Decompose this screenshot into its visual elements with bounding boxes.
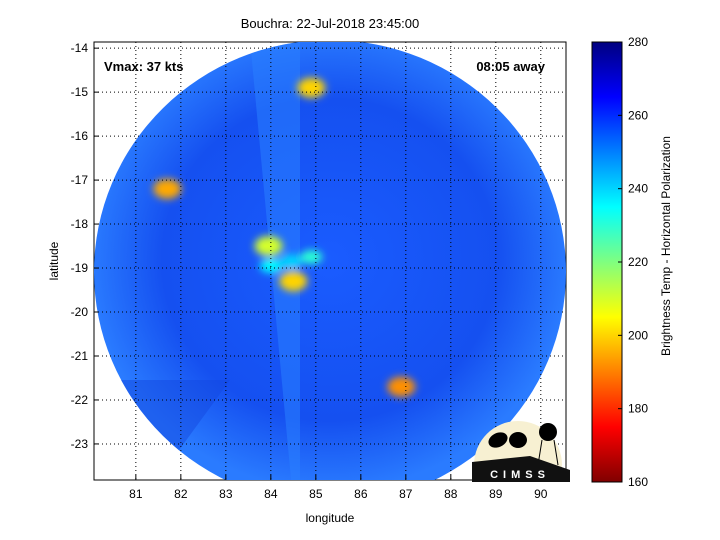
colorbar-tick-label: 160	[628, 475, 648, 489]
y-tick-label: -15	[71, 85, 89, 99]
x-tick-label: 84	[264, 487, 278, 501]
cold-spot	[153, 178, 182, 199]
colorbar-tick-label: 180	[628, 402, 648, 416]
y-tick-label: -19	[71, 261, 89, 275]
x-tick-label: 86	[354, 487, 368, 501]
y-tick-label: -20	[71, 305, 89, 319]
y-tick-label: -22	[71, 393, 89, 407]
cold-spot	[259, 258, 282, 273]
y-tick-label: -18	[71, 217, 89, 231]
brightness-image	[94, 42, 566, 480]
x-tick-label: 85	[309, 487, 323, 501]
colorbar-tick-label: 260	[628, 108, 648, 122]
x-axis-label: longitude	[306, 511, 355, 525]
y-tick-label: -23	[71, 437, 89, 451]
cold-spot	[387, 376, 416, 397]
y-tick-label: -21	[71, 349, 89, 363]
colorbar-tick-label: 220	[628, 255, 648, 269]
logo-text: CIMSS	[490, 469, 550, 481]
x-tick-label: 89	[489, 487, 503, 501]
cold-spot	[300, 250, 323, 265]
time-away-annotation: 08:05 away	[476, 59, 545, 74]
x-tick-label: 88	[444, 487, 458, 501]
colorbar-tick-label: 200	[628, 328, 648, 342]
cimss-logo: CIMSS	[472, 421, 570, 482]
chart-title: Bouchra: 22-Jul-2018 23:45:00	[240, 16, 420, 31]
y-tick-label: -16	[71, 129, 89, 143]
cold-spot	[280, 254, 303, 269]
y-axis-label: latitude	[47, 241, 61, 280]
x-tick-label: 81	[129, 487, 143, 501]
cold-spot	[279, 271, 308, 292]
colorbar-label: Brightness Temp - Horizontal Polarizatio…	[659, 136, 673, 356]
x-tick-label: 90	[534, 487, 548, 501]
x-tick-label: 82	[174, 487, 188, 501]
x-tick-label: 87	[399, 487, 413, 501]
y-tick-label: -17	[71, 173, 89, 187]
cold-spot	[254, 236, 283, 257]
colorbar-tick-label: 240	[628, 182, 648, 196]
cold-spot	[297, 77, 326, 98]
colorbar	[591, 41, 623, 483]
x-tick-label: 83	[219, 487, 233, 501]
colorbar-tick-label: 280	[628, 35, 648, 49]
y-tick-label: -14	[71, 41, 89, 55]
vmax-annotation: Vmax: 37 kts	[104, 59, 184, 74]
